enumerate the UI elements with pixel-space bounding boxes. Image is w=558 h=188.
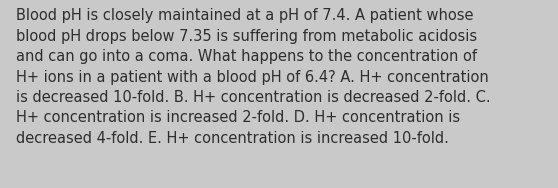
Text: Blood pH is closely maintained at a pH of 7.4. A patient whose
blood pH drops be: Blood pH is closely maintained at a pH o… bbox=[16, 8, 490, 146]
